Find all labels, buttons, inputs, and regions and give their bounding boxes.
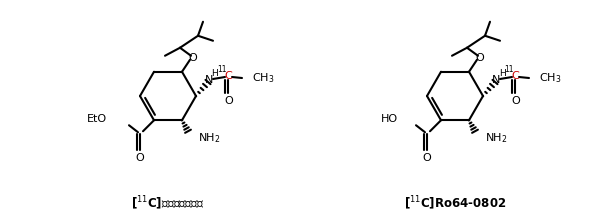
Text: HO: HO <box>381 114 398 124</box>
Text: H: H <box>499 68 505 77</box>
Text: C: C <box>224 71 232 81</box>
Text: [$^{11}$C]Ro64-0802: [$^{11}$C]Ro64-0802 <box>404 194 506 212</box>
Text: O: O <box>512 96 521 106</box>
Text: CH$_3$: CH$_3$ <box>539 71 562 85</box>
Text: O: O <box>136 153 145 163</box>
Text: O: O <box>475 53 484 63</box>
Text: EtO: EtO <box>87 114 107 124</box>
Text: NH$_2$: NH$_2$ <box>485 131 508 145</box>
Text: C: C <box>511 71 519 81</box>
Text: N: N <box>205 75 213 85</box>
Text: H: H <box>212 68 218 77</box>
Text: 11: 11 <box>504 64 513 73</box>
Text: [$^{11}$C]オセルタミビル: [$^{11}$C]オセルタミビル <box>131 194 205 212</box>
Text: O: O <box>225 96 233 106</box>
Text: NH$_2$: NH$_2$ <box>198 131 221 145</box>
Text: CH$_3$: CH$_3$ <box>252 71 274 85</box>
Text: 11: 11 <box>217 64 227 73</box>
Text: O: O <box>189 53 198 63</box>
Text: O: O <box>422 153 431 163</box>
Text: N: N <box>492 75 500 85</box>
